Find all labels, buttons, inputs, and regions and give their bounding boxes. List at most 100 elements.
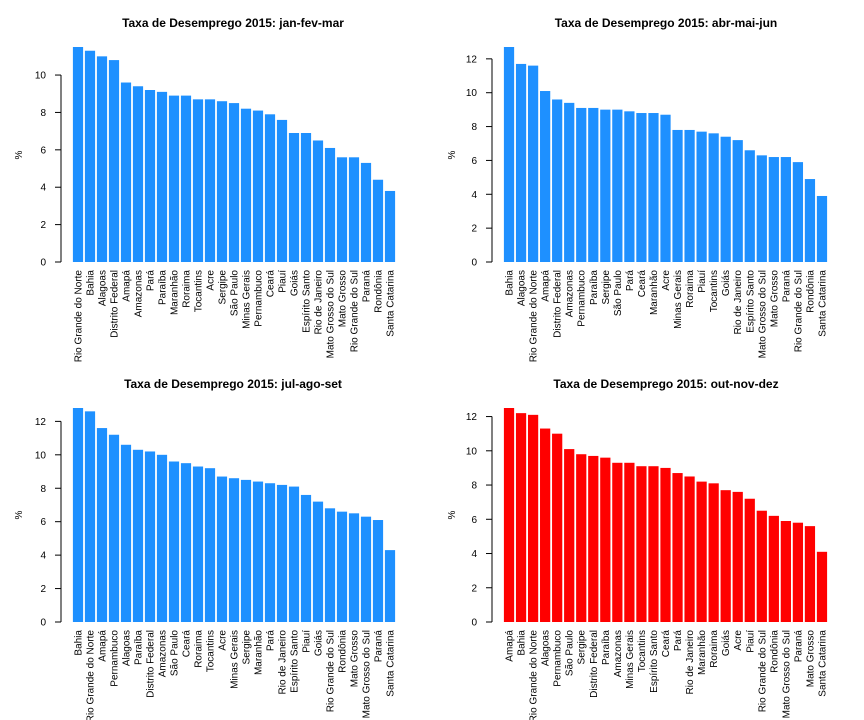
x-tick-label: Espírito Santo: [290, 630, 301, 693]
x-tick-label: Santa Catarina: [817, 630, 828, 697]
bar: [732, 140, 743, 262]
x-tick-label: Maranhão: [170, 270, 181, 315]
x-tick-label: Piauí: [278, 270, 289, 293]
bar: [144, 90, 156, 262]
chart-panel-4: Taxa de Desemprego 2015: out-nov-dez% 0 2 4…: [447, 377, 828, 720]
bar: [636, 113, 647, 262]
x-tick-label: Rio de Janeiro: [685, 630, 696, 695]
x-tick-label: Amapá: [541, 270, 552, 302]
x-tick-label: Amapá: [98, 630, 109, 662]
x-tick-label: Pará: [673, 630, 684, 652]
bar: [684, 476, 695, 622]
y-tick-label: 6: [471, 156, 477, 167]
x-tick-label: Goiás: [721, 270, 732, 296]
x-tick-label: Distrito Federal: [110, 270, 121, 338]
x-tick-label: Rondônia: [805, 270, 816, 313]
y-tick-label: 4: [471, 549, 477, 560]
x-tick-label: São Paulo: [170, 630, 181, 677]
x-tick-label: Rio Grande do Sul: [757, 630, 768, 712]
bar: [108, 434, 120, 622]
y-tick-label: 4: [40, 551, 46, 562]
x-tick-label: Pará: [266, 630, 277, 652]
bar: [564, 102, 575, 262]
y-tick-label: 8: [471, 122, 477, 133]
bar: [276, 119, 288, 262]
x-tick-label: Mato Grosso do Sul: [362, 630, 373, 718]
x-tick-label: Santa Catarina: [386, 270, 397, 337]
x-tick-label: Tocantins: [709, 270, 720, 312]
x-tick-label: Rio de Janeiro: [733, 270, 744, 335]
bar: [756, 155, 767, 262]
bar: [72, 47, 84, 262]
bar: [708, 133, 719, 262]
chart-title: Taxa de Desemprego 2015: abr-mai-jun: [555, 16, 778, 30]
bar: [612, 109, 623, 263]
x-tick-label: Paraíba: [134, 630, 145, 665]
y-tick-label: 8: [40, 108, 46, 119]
y-axis-label: %: [447, 510, 458, 519]
bar: [780, 520, 791, 622]
x-tick-label: Mato Grosso: [338, 270, 349, 328]
bar: [300, 494, 312, 622]
bar: [816, 195, 828, 262]
x-tick-label: Acre: [733, 630, 744, 651]
y-axis-label: %: [14, 510, 25, 519]
y-tick-label: 2: [40, 584, 46, 595]
x-tick-label: Rondônia: [338, 630, 349, 673]
y-tick-label: 2: [471, 224, 477, 235]
x-tick-label: São Paulo: [613, 270, 624, 317]
y-axis-label: %: [447, 150, 458, 159]
bar: [708, 483, 719, 622]
bar: [216, 101, 228, 262]
chart-panel-1: Taxa de Desemprego 2015: jan-fev-mar% 0 2 4…: [14, 16, 397, 362]
x-tick-label: Minas Gerais: [625, 630, 636, 689]
bar: [564, 449, 575, 622]
bar: [540, 91, 551, 262]
y-tick-label: 12: [466, 412, 478, 423]
y-tick-label: 0: [471, 618, 477, 629]
bar: [552, 99, 563, 262]
bar: [756, 510, 767, 622]
bar: [624, 462, 635, 622]
x-tick-label: Pará: [146, 270, 157, 292]
x-tick-label: Roraima: [709, 630, 720, 668]
x-tick-label: Sergipe: [577, 630, 588, 665]
y-tick-label: 10: [466, 88, 478, 99]
bar: [276, 484, 288, 622]
x-tick-label: Amazonas: [134, 270, 145, 317]
bar: [732, 491, 743, 622]
bar: [312, 140, 324, 262]
x-tick-label: Sergipe: [601, 270, 612, 305]
x-tick-label: Ceará: [182, 630, 193, 658]
x-tick-label: Alagoas: [517, 270, 528, 306]
x-tick-label: Roraima: [685, 270, 696, 308]
x-tick-label: Rondônia: [374, 270, 385, 313]
bar: [576, 107, 587, 262]
x-tick-label: Maranhão: [649, 270, 660, 315]
y-tick-label: 12: [466, 54, 478, 65]
x-tick-label: Amazonas: [158, 630, 169, 677]
bar: [768, 515, 779, 622]
x-tick-label: Bahia: [505, 270, 516, 296]
x-tick-label: Pará: [625, 270, 636, 292]
bar: [720, 136, 731, 262]
bar: [192, 99, 204, 262]
x-tick-label: Maranhão: [697, 630, 708, 675]
y-axis-label: %: [14, 150, 25, 159]
x-tick-label: Roraima: [182, 270, 193, 308]
bar: [780, 157, 791, 262]
x-tick-label: Goiás: [314, 630, 325, 656]
x-tick-label: Piauí: [302, 630, 313, 653]
bar: [84, 50, 96, 262]
x-tick-label: Rio Grande do Sul: [793, 270, 804, 352]
x-tick-label: Bahia: [517, 630, 528, 656]
y-tick-label: 10: [466, 446, 478, 457]
bar: [132, 86, 144, 263]
x-tick-label: Piauí: [745, 630, 756, 653]
x-tick-label: Mato Grosso: [805, 630, 816, 688]
x-tick-label: Amazonas: [565, 270, 576, 317]
bar: [372, 179, 384, 262]
bar: [360, 516, 372, 622]
bar: [96, 56, 108, 262]
